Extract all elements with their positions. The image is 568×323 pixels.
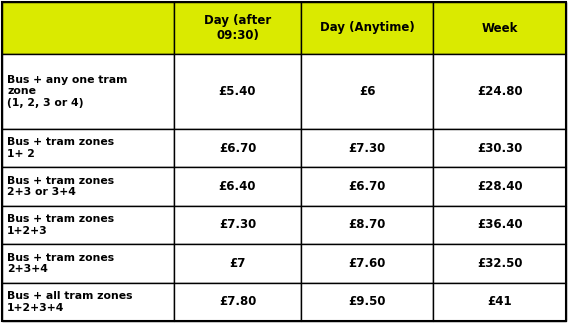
Text: £6: £6 [359,85,375,98]
Text: Bus + tram zones
1+ 2: Bus + tram zones 1+ 2 [7,137,114,159]
Text: Bus + tram zones
2+3 or 3+4: Bus + tram zones 2+3 or 3+4 [7,176,114,197]
Bar [2,167,174,206]
Bar [2,206,174,244]
Text: £7: £7 [229,257,245,270]
Bar [2,2,174,54]
Bar [433,167,566,206]
Bar [2,54,174,129]
Text: £6.40: £6.40 [219,180,256,193]
Text: £6.70: £6.70 [349,180,386,193]
Text: Day (Anytime): Day (Anytime) [320,22,415,35]
Text: £9.50: £9.50 [348,295,386,308]
Bar [174,283,301,321]
Text: £7.60: £7.60 [349,257,386,270]
Text: £24.80: £24.80 [477,85,523,98]
Bar [301,206,433,244]
Bar [301,283,433,321]
Text: £32.50: £32.50 [477,257,523,270]
Text: £6.70: £6.70 [219,142,256,155]
Bar [433,54,566,129]
Bar [174,2,301,54]
Bar [174,244,301,283]
Bar [433,206,566,244]
Bar [433,2,566,54]
Text: Day (after
09:30): Day (after 09:30) [204,14,271,42]
Bar [301,244,433,283]
Bar [174,129,301,167]
Bar [301,54,433,129]
Bar [2,244,174,283]
Text: £7.30: £7.30 [349,142,386,155]
Text: £36.40: £36.40 [477,218,523,232]
Text: Bus + tram zones
1+2+3: Bus + tram zones 1+2+3 [7,214,114,236]
Text: Bus + all tram zones
1+2+3+4: Bus + all tram zones 1+2+3+4 [7,291,132,313]
Text: £28.40: £28.40 [477,180,523,193]
Text: Bus + tram zones
2+3+4: Bus + tram zones 2+3+4 [7,253,114,274]
Text: £30.30: £30.30 [477,142,523,155]
Bar [433,283,566,321]
Bar [174,206,301,244]
Bar [2,283,174,321]
Bar [433,244,566,283]
Text: £7.80: £7.80 [219,295,256,308]
Text: Bus + any one tram
zone
(1, 2, 3 or 4): Bus + any one tram zone (1, 2, 3 or 4) [7,75,127,108]
Bar [301,129,433,167]
Text: Week: Week [482,22,518,35]
Bar [174,167,301,206]
Text: £8.70: £8.70 [349,218,386,232]
Text: £41: £41 [487,295,512,308]
Text: £5.40: £5.40 [219,85,256,98]
Bar [301,2,433,54]
Bar [301,167,433,206]
Bar [433,129,566,167]
Bar [2,129,174,167]
Text: £7.30: £7.30 [219,218,256,232]
Bar [174,54,301,129]
